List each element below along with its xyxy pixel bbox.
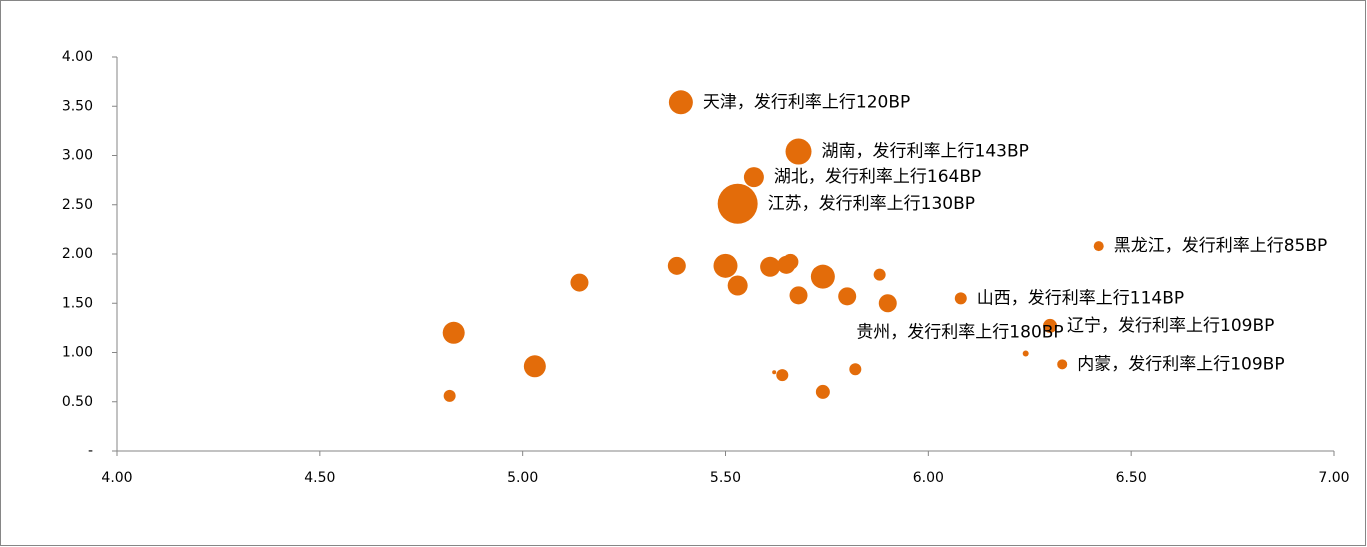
bubble [570,273,589,292]
point-label: 贵州，发行利率上行180BP [856,322,1063,342]
x-tick-label: 4.00 [101,470,132,486]
point-label: 辽宁，发行利率上行109BP [1067,316,1274,336]
point-label: 湖北，发行利率上行164BP [774,167,981,187]
x-tick-label: 6.00 [913,470,944,486]
bubble [1093,241,1104,252]
point-label: 湖南，发行利率上行143BP [822,142,1029,162]
bubble [810,264,835,289]
y-tick-label: 4.00 [62,49,93,65]
bubble [443,389,456,402]
y-tick-label: 1.00 [62,345,93,361]
bubble [849,363,862,376]
x-tick-label: 5.00 [507,470,538,486]
y-tick-label: 2.50 [62,197,93,213]
bubble [772,370,777,375]
x-tick-label: 5.50 [710,470,741,486]
y-tick-label: 3.00 [62,148,93,164]
bubble [743,167,764,188]
point-label: 黑龙江，发行利率上行85BP [1114,236,1328,256]
bubble [954,292,967,305]
bubble [1057,359,1068,370]
bubble [782,253,799,270]
x-tick-label: 4.50 [304,470,335,486]
bubble [727,275,748,296]
bubble [878,294,897,313]
point-label: 山西，发行利率上行114BP [977,288,1184,308]
x-tick-label: 7.00 [1318,470,1349,486]
y-tick-label: 2.00 [62,246,93,262]
y-tick-label: 0.50 [62,394,93,410]
bubble [713,253,738,278]
bubble [523,355,546,378]
y-tick-label: - [88,443,93,459]
bubble [789,286,808,305]
bubble [1022,350,1029,357]
bubble [442,321,465,344]
bubble [838,287,857,306]
point-label: 江苏，发行利率上行130BP [768,194,975,214]
bubble [760,256,781,277]
point-label: 内蒙，发行利率上行109BP [1077,354,1284,374]
bubble [717,183,758,224]
bubble [1043,318,1058,333]
y-tick-label: 1.50 [62,295,93,311]
bubble [668,90,693,115]
bubble [667,256,686,275]
bubble [776,369,789,382]
y-tick-label: 3.50 [62,98,93,114]
bubble [785,138,812,165]
bubble [815,384,830,399]
bubble [873,268,886,281]
point-label: 天津，发行利率上行120BP [703,92,910,112]
x-tick-label: 6.50 [1116,470,1147,486]
